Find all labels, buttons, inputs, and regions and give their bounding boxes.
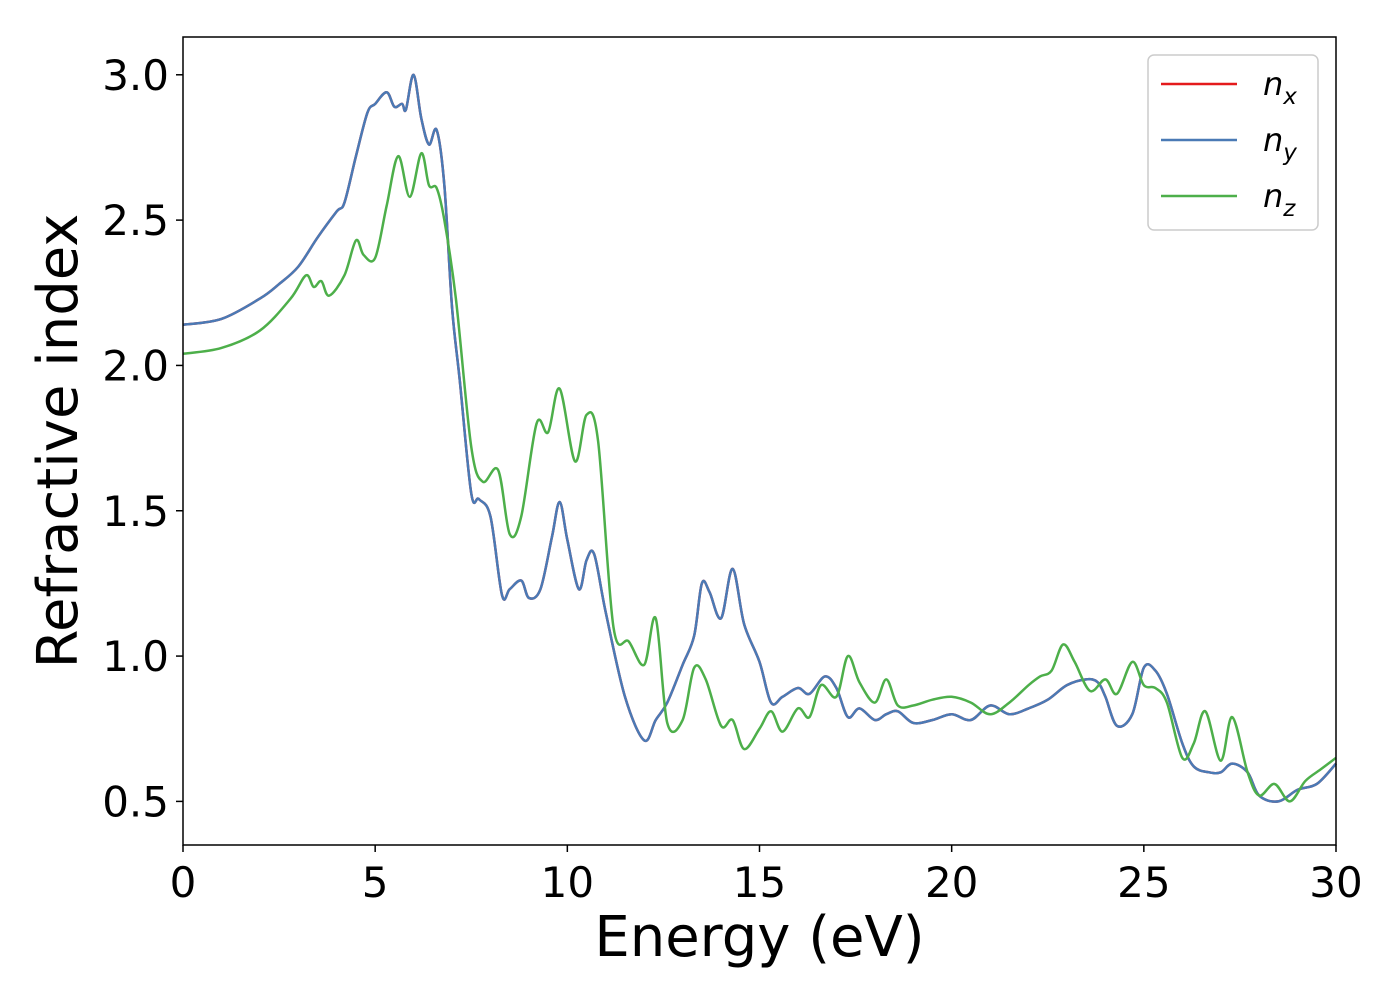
legend-entries: nx ny nz <box>1161 65 1297 222</box>
x-tick-label: 0 <box>170 858 197 907</box>
y-tick-label: 1.5 <box>102 487 169 536</box>
y-axis-title: Refractive index <box>26 214 91 669</box>
x-axis-ticks: 0 5 10 15 20 25 30 <box>170 845 1363 907</box>
x-tick-label: 25 <box>1117 858 1170 907</box>
legend-label-n-x: nx <box>1263 65 1297 110</box>
x-axis-title: Energy (eV) <box>594 905 924 970</box>
legend-box <box>1147 54 1319 231</box>
series-line-n-z <box>182 152 1337 803</box>
legend: nx ny nz <box>1147 54 1319 231</box>
y-tick-label: 3.0 <box>102 51 169 100</box>
y-tick-label: 2.0 <box>102 341 169 390</box>
plot-area <box>183 37 1336 845</box>
x-tick-label: 30 <box>1309 858 1362 907</box>
x-tick-label: 15 <box>733 858 786 907</box>
x-tick-label: 20 <box>925 858 978 907</box>
legend-label-n-y: ny <box>1263 121 1297 166</box>
y-axis-ticks: 0.5 1.0 1.5 2.0 2.5 3.0 <box>102 51 183 826</box>
series-layer <box>182 73 1337 803</box>
y-tick-label: 2.5 <box>102 196 169 245</box>
x-tick-label: 5 <box>362 858 389 907</box>
series-line-n-y <box>182 73 1337 803</box>
legend-label-n-z: nz <box>1263 177 1296 222</box>
y-tick-label: 1.0 <box>102 632 169 681</box>
x-tick-label: 10 <box>541 858 594 907</box>
y-tick-label: 0.5 <box>102 777 169 826</box>
